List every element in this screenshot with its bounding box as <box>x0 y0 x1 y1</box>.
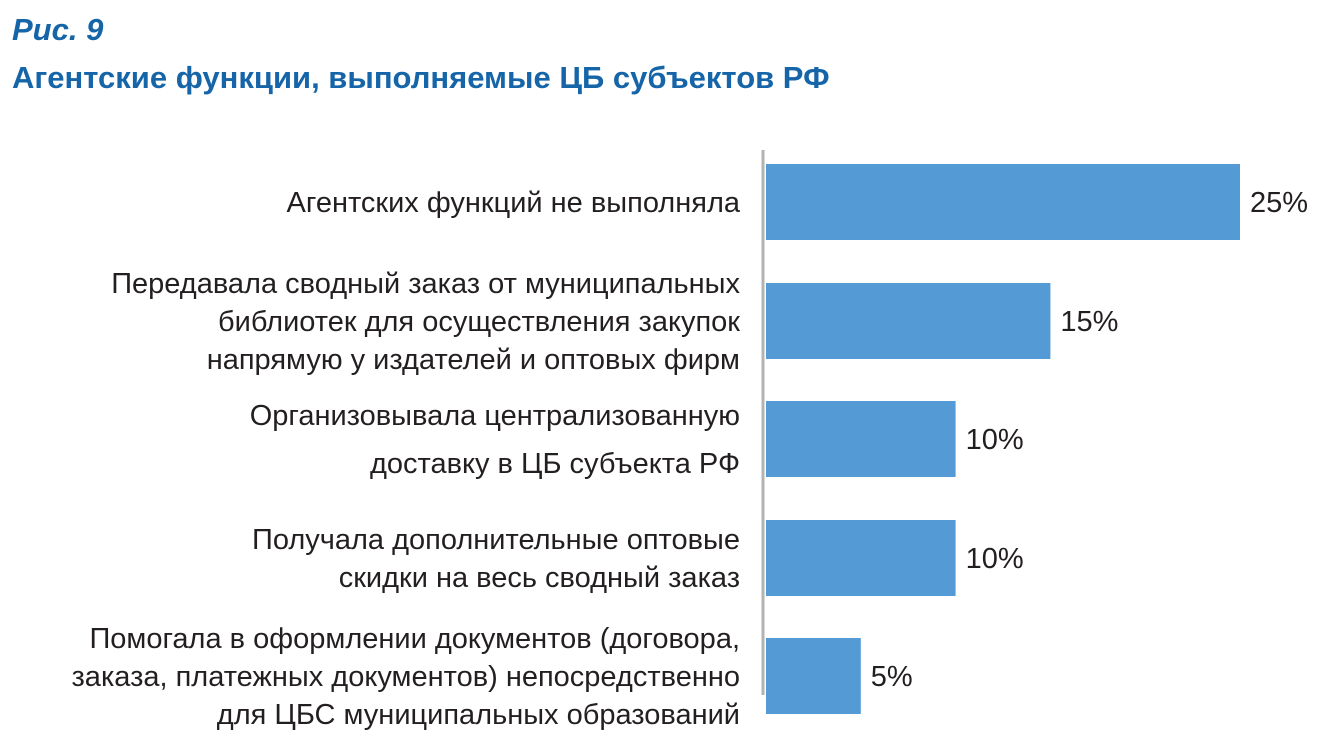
category-label-0-line-0: Агентских функций не выполняла <box>287 187 741 219</box>
category-label-4-line-0: Помогала в оформлении документов (догово… <box>89 623 740 655</box>
value-label-4: 5% <box>871 661 913 693</box>
value-label-1: 15% <box>1060 306 1118 338</box>
figure-label: Рис. 9 <box>12 12 104 47</box>
bar-0 <box>766 164 1240 240</box>
value-label-0: 25% <box>1250 187 1308 219</box>
category-label-3-line-1: скидки на весь сводный заказ <box>339 562 740 594</box>
value-label-3: 10% <box>966 543 1024 575</box>
bar-4 <box>766 638 861 714</box>
category-label-1-line-1: библиотек для осуществления закупок <box>218 306 740 338</box>
category-label-4-line-2: для ЦБС муниципальных образований <box>217 699 740 731</box>
category-label-2-line-0: Организовывала централизованную <box>250 400 740 432</box>
category-label-2-line-1: доставку в ЦБ субъекта РФ <box>370 448 740 480</box>
bar-1 <box>766 283 1051 359</box>
category-label-3-line-0: Получала дополнительные оптовые <box>252 524 740 556</box>
category-label-4-line-1: заказа, платежных документов) непосредст… <box>72 661 740 693</box>
bar-2 <box>766 401 956 477</box>
chart-title: Агентские функции, выполняемые ЦБ субъек… <box>12 60 830 95</box>
category-label-1-line-2: напрямую у издателей и оптовых фирм <box>207 344 740 376</box>
bar-3 <box>766 520 956 596</box>
value-label-2: 10% <box>966 424 1024 456</box>
category-label-1-line-0: Передавала сводный заказ от муниципальны… <box>111 268 740 300</box>
